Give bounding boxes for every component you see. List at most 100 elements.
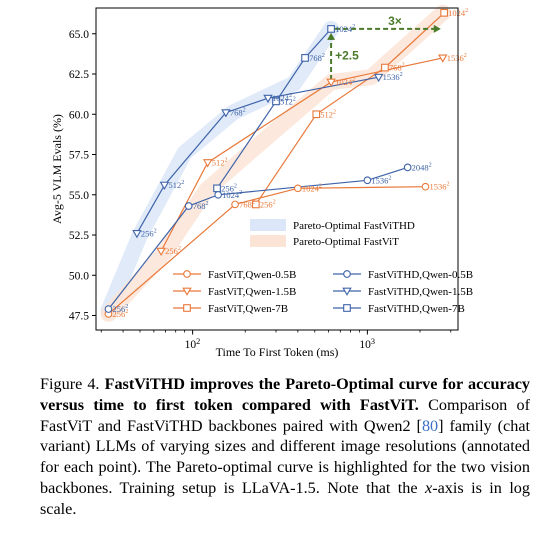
caption-text-1: Comparison of FastViT and FastViTHD back… bbox=[40, 395, 531, 435]
point-label-fastvit-qwen-1-5b-0-sup: 2 bbox=[178, 246, 181, 252]
point-label-fastvit-qwen-0-5b-1-sup: 2 bbox=[252, 199, 255, 205]
point-label-fastvithd-qwen-0-5b-4-sup: 2 bbox=[429, 162, 432, 168]
point-label-fastvithd-qwen-0-5b-1: 7682 bbox=[193, 201, 209, 211]
point-label-fastvithd-qwen-1-5b-0: 2562 bbox=[141, 228, 157, 238]
point-label-fastvit-qwen-7b-2-main: 768 bbox=[389, 63, 402, 73]
point-label-fastvithd-qwen-7b-1-sup: 2 bbox=[293, 96, 296, 102]
point-marker-fastvit-qwen-0-5b-1 bbox=[231, 200, 239, 209]
point-label-fastvit-qwen-1-5b-3-main: 1536 bbox=[447, 53, 464, 63]
point-label-fastvit-qwen-0-5b-0-sup: 2 bbox=[125, 309, 128, 315]
series-markers bbox=[104, 8, 449, 318]
series-line-fastvithd-qwen-7b bbox=[216, 28, 332, 189]
point-marker-fastvit-qwen-0-5b-3 bbox=[421, 182, 430, 191]
point-label-fastvithd-qwen-0-5b-2-main: 1024 bbox=[222, 190, 240, 200]
point-label-fastvithd-qwen-1-5b-1-sup: 2 bbox=[181, 180, 184, 186]
y-tick-label-5: 60.0 bbox=[69, 109, 89, 121]
legend-marker-fastvit-qwen-1-5b bbox=[182, 287, 192, 296]
legend-label-pareto-optimal-fastvit: Pareto-Optimal FastViT bbox=[293, 236, 399, 248]
point-label-fastvit-qwen-1-5b-1: 5122 bbox=[212, 158, 228, 168]
point-label-fastvithd-qwen-0-5b-3: 15362 bbox=[371, 175, 391, 185]
caption-citation[interactable]: 80 bbox=[421, 416, 439, 435]
annotations: 3× +2.5 bbox=[327, 14, 441, 81]
annotation-3x-arrowhead bbox=[433, 24, 441, 33]
point-label-fastvithd-qwen-7b-2-sup: 2 bbox=[322, 53, 325, 59]
point-marker-fastvithd-qwen-7b-2 bbox=[301, 54, 309, 62]
y-tick-label-6: 62.5 bbox=[69, 69, 89, 81]
point-label-fastvit-qwen-1-5b-1-main: 512 bbox=[212, 158, 225, 168]
x-axis-label: Time To First Token (ms) bbox=[216, 345, 339, 359]
point-label-fastvithd-qwen-1-5b-2: 7682 bbox=[230, 108, 246, 118]
point-label-fastvit-qwen-1-5b-3-sup: 2 bbox=[464, 53, 467, 59]
point-marker-fastvithd-qwen-1-5b-3 bbox=[263, 94, 273, 104]
point-label-fastvithd-qwen-1-5b-2-main: 768 bbox=[230, 108, 243, 118]
legend-marker-fastvithd-qwen-7b bbox=[343, 304, 351, 312]
legend-swatch-pareto-optimal-fastvit bbox=[250, 235, 286, 247]
legend-label-fastvithd-qwen-1-5b: FastViTHD,Qwen-1.5B bbox=[368, 286, 473, 298]
y-tick-label-0: 47.5 bbox=[69, 311, 89, 323]
point-marker-fastvithd-qwen-1-5b-2 bbox=[221, 109, 231, 118]
caption-text-3: -axis is in log scale. bbox=[40, 478, 530, 518]
point-label-fastvit-qwen-7b-1-main: 512 bbox=[320, 109, 333, 119]
point-label-fastvithd-qwen-0-5b-0-main: 256 bbox=[112, 304, 125, 314]
point-label-fastvit-qwen-7b-3: 10242 bbox=[448, 8, 468, 18]
y-tick-label-7: 65.0 bbox=[69, 29, 89, 41]
point-marker-fastvithd-qwen-0-5b-4 bbox=[403, 163, 412, 172]
caption-variable: x bbox=[425, 478, 433, 497]
legend-marker-fastvit-qwen-0-5b bbox=[183, 270, 191, 278]
point-label-fastvit-qwen-1-5b-2-main: 1024 bbox=[335, 77, 353, 87]
point-marker-fastvithd-qwen-1-5b-1 bbox=[159, 181, 170, 191]
point-label-fastvit-qwen-1-5b-1-sup: 2 bbox=[224, 158, 227, 164]
y-tick-label-3: 55.0 bbox=[69, 190, 89, 202]
legend-label-fastvit-qwen-0-5b: FastViT,Qwen-0.5B bbox=[208, 269, 296, 281]
point-label-fastvit-qwen-0-5b-2-main: 1024 bbox=[302, 183, 320, 193]
point-label-fastvithd-qwen-1-5b-1-main: 512 bbox=[168, 180, 181, 190]
point-label-fastvithd-qwen-7b-1: 5122 bbox=[280, 96, 296, 106]
point-label-fastvithd-qwen-7b-2-main: 768 bbox=[309, 53, 322, 63]
legend-label-fastvithd-qwen-7b: FastViTHD,Qwen-7B bbox=[368, 303, 465, 315]
point-label-fastvithd-qwen-1-5b-4-main: 1536 bbox=[383, 72, 400, 82]
point-label-fastvit-qwen-7b-1-sup: 2 bbox=[333, 109, 336, 115]
point-label-fastvit-qwen-7b-3-sup: 2 bbox=[465, 8, 468, 14]
y-tick-label-2: 52.5 bbox=[69, 230, 89, 242]
point-label-fastvit-qwen-1-5b-3: 15362 bbox=[447, 53, 467, 63]
legend-marker-fastvithd-qwen-1-5b bbox=[342, 287, 352, 296]
annotation-25-text: +2.5 bbox=[335, 48, 359, 62]
point-label-fastvithd-qwen-0-5b-1-main: 768 bbox=[193, 201, 206, 211]
x-tick-label-1: 103 bbox=[359, 337, 375, 351]
legend-label-pareto-optimal-fastvithd: Pareto-Optimal FastViTHD bbox=[293, 220, 415, 232]
point-label-fastvit-qwen-0-5b-2: 10242 bbox=[302, 183, 322, 193]
caption-text-2: ] family (chat variant) LLMs of varying … bbox=[40, 416, 531, 497]
x-tick-label-0-main: 10 bbox=[185, 339, 197, 351]
point-label-fastvithd-qwen-0-5b-4: 20482 bbox=[412, 162, 432, 172]
point-label-fastvithd-qwen-1-5b-3: 10242 bbox=[272, 93, 292, 103]
point-label-fastvithd-qwen-0-5b-3-sup: 2 bbox=[388, 175, 391, 181]
point-label-fastvithd-qwen-0-5b-1-sup: 2 bbox=[205, 201, 208, 207]
point-label-fastvit-qwen-0-5b-3-main: 1536 bbox=[429, 182, 446, 192]
point-label-fastvithd-qwen-7b-3-main: 1024 bbox=[335, 24, 353, 34]
point-label-fastvithd-qwen-1-5b-1: 5122 bbox=[168, 180, 184, 190]
point-label-fastvithd-qwen-1-5b-3-sup: 2 bbox=[289, 93, 292, 99]
point-label-fastvit-qwen-0-5b-3-sup: 2 bbox=[446, 182, 449, 188]
point-label-fastvithd-qwen-1-5b-2-sup: 2 bbox=[243, 108, 246, 114]
point-label-fastvithd-qwen-0-5b-2-sup: 2 bbox=[239, 190, 242, 196]
point-label-fastvit-qwen-0-5b-1: 7682 bbox=[239, 199, 255, 209]
point-label-fastvit-qwen-1-5b-0-main: 256 bbox=[165, 246, 178, 256]
point-label-fastvit-qwen-7b-1: 5122 bbox=[320, 109, 336, 119]
caption-figure-label: Figure 4. bbox=[40, 375, 100, 393]
figure-caption: Figure 4. FastViTHD improves the Pareto-… bbox=[40, 374, 530, 520]
point-label-fastvit-qwen-0-5b-1-main: 768 bbox=[239, 199, 252, 209]
point-label-fastvithd-qwen-1-5b-4-sup: 2 bbox=[400, 72, 403, 78]
point-label-fastvit-qwen-0-5b-0: 2562 bbox=[112, 309, 128, 319]
x-tick-label-0: 102 bbox=[185, 337, 201, 351]
point-marker-fastvithd-qwen-0-5b-0 bbox=[104, 305, 113, 313]
point-marker-fastvithd-qwen-0-5b-1 bbox=[184, 202, 193, 210]
x-tick-label-1-sup: 3 bbox=[371, 337, 375, 346]
point-label-fastvithd-qwen-7b-0-main: 256 bbox=[221, 183, 234, 193]
plot-frame bbox=[95, 7, 459, 331]
point-marker-fastvithd-qwen-7b-0 bbox=[213, 184, 221, 193]
point-label-fastvit-qwen-1-5b-2: 10242 bbox=[335, 77, 355, 87]
point-label-fastvithd-qwen-7b-3-sup: 2 bbox=[352, 24, 355, 30]
point-label-fastvit-qwen-7b-0-main: 256 bbox=[260, 199, 273, 209]
point-label-fastvithd-qwen-0-5b-0-sup: 2 bbox=[125, 304, 128, 310]
